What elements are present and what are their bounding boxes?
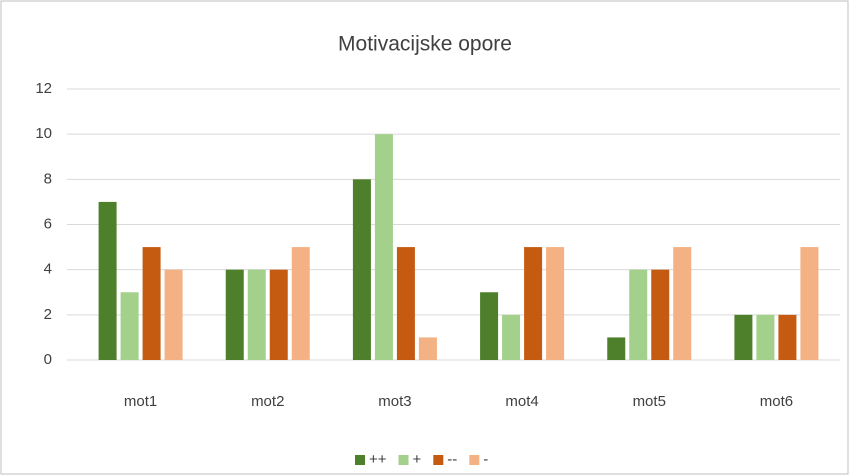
y-tick-label: 2 [44, 306, 52, 323]
bar [800, 247, 819, 360]
bar [756, 314, 775, 360]
bar [524, 247, 543, 360]
chart-title: Motivacijske opore [338, 33, 512, 56]
y-tick-label: 10 [35, 125, 52, 142]
bar [396, 247, 415, 360]
legend-label: ++ [369, 451, 387, 468]
x-tick-label: mot3 [378, 393, 411, 410]
bar [164, 269, 183, 360]
legend-label: + [413, 451, 422, 468]
bar [247, 269, 266, 360]
x-tick-label: mot5 [633, 393, 666, 410]
bar [225, 269, 244, 360]
bar [502, 314, 521, 360]
bar [269, 269, 288, 360]
legend-label: - [483, 451, 488, 468]
bar [778, 314, 797, 360]
x-tick-label: mot1 [124, 393, 157, 410]
bar [480, 292, 499, 360]
bar [374, 134, 393, 360]
bar [120, 292, 139, 360]
bar [734, 314, 753, 360]
bar [673, 247, 692, 360]
bar [546, 247, 565, 360]
bar [607, 337, 626, 360]
bar [629, 269, 648, 360]
x-tick-label: mot4 [505, 393, 538, 410]
y-tick-label: 8 [44, 170, 52, 187]
legend-swatch [433, 455, 444, 465]
x-tick-label: mot2 [251, 393, 284, 410]
y-tick-label: 4 [44, 261, 52, 278]
bar [352, 179, 371, 360]
x-tick-label: mot6 [760, 393, 793, 410]
y-tick-label: 6 [44, 215, 52, 232]
bar [98, 201, 117, 360]
bar [291, 247, 310, 360]
legend-swatch [398, 455, 409, 465]
bar [418, 337, 437, 360]
legend-swatch [355, 455, 365, 465]
legend-label: -- [447, 451, 457, 468]
y-tick-label: 0 [44, 351, 52, 368]
bar [651, 269, 670, 360]
legend-swatch [469, 455, 480, 465]
bar [142, 247, 161, 360]
y-tick-label: 12 [35, 80, 52, 97]
